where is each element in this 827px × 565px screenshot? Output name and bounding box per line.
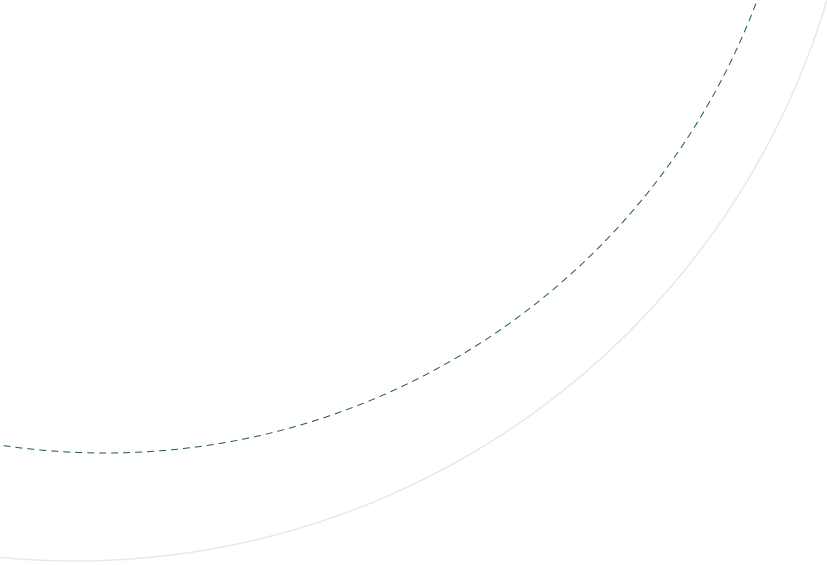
dashed-ring bbox=[0, 0, 758, 454]
